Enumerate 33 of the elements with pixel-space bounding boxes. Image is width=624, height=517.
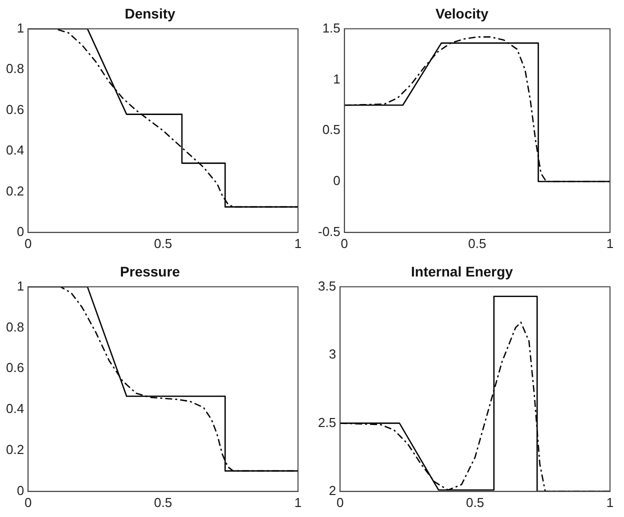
x-tick-label: 1 <box>606 494 614 510</box>
y-tick-label: 0.5 <box>322 122 340 138</box>
y-tick-label: 0.8 <box>6 319 24 334</box>
x-tick-label: 0.5 <box>154 236 172 251</box>
x-tick-label: 1 <box>294 236 302 251</box>
y-tick-label: 1 <box>16 20 24 36</box>
chart-title: Internal Energy <box>411 263 514 280</box>
y-tick-label: 0.2 <box>6 442 24 458</box>
y-tick-label: 1 <box>16 278 24 294</box>
x-tick-label: 0.5 <box>154 494 172 510</box>
y-tick-label: 0 <box>333 173 340 188</box>
y-tick-label: 0.4 <box>6 142 24 158</box>
chart-title: Density <box>124 5 176 22</box>
y-tick-label: 0.8 <box>6 61 24 76</box>
chart-title: Pressure <box>120 263 180 280</box>
y-tick-label: 0.2 <box>6 183 24 198</box>
y-tick-label: 3.5 <box>318 278 336 294</box>
y-tick-label: 2.5 <box>318 414 336 430</box>
x-tick-label: 0.5 <box>468 236 486 251</box>
y-tick-label: -0.5 <box>318 224 340 239</box>
chart-title: Velocity <box>436 5 489 22</box>
y-tick-label: 0 <box>16 482 24 498</box>
y-tick-label: 0.6 <box>6 360 24 376</box>
y-tick-label: 3 <box>328 346 336 362</box>
y-tick-label: 2 <box>328 482 336 498</box>
x-tick-label: 0.5 <box>466 494 484 510</box>
y-tick-label: 0.4 <box>6 401 24 416</box>
x-tick-label: 1 <box>294 494 302 510</box>
y-tick-label: 0 <box>16 224 24 239</box>
y-tick-label: 1.5 <box>322 20 340 36</box>
y-tick-label: 0.6 <box>6 102 24 117</box>
x-tick-label: 1 <box>606 236 614 251</box>
y-tick-label: 1 <box>333 71 340 86</box>
